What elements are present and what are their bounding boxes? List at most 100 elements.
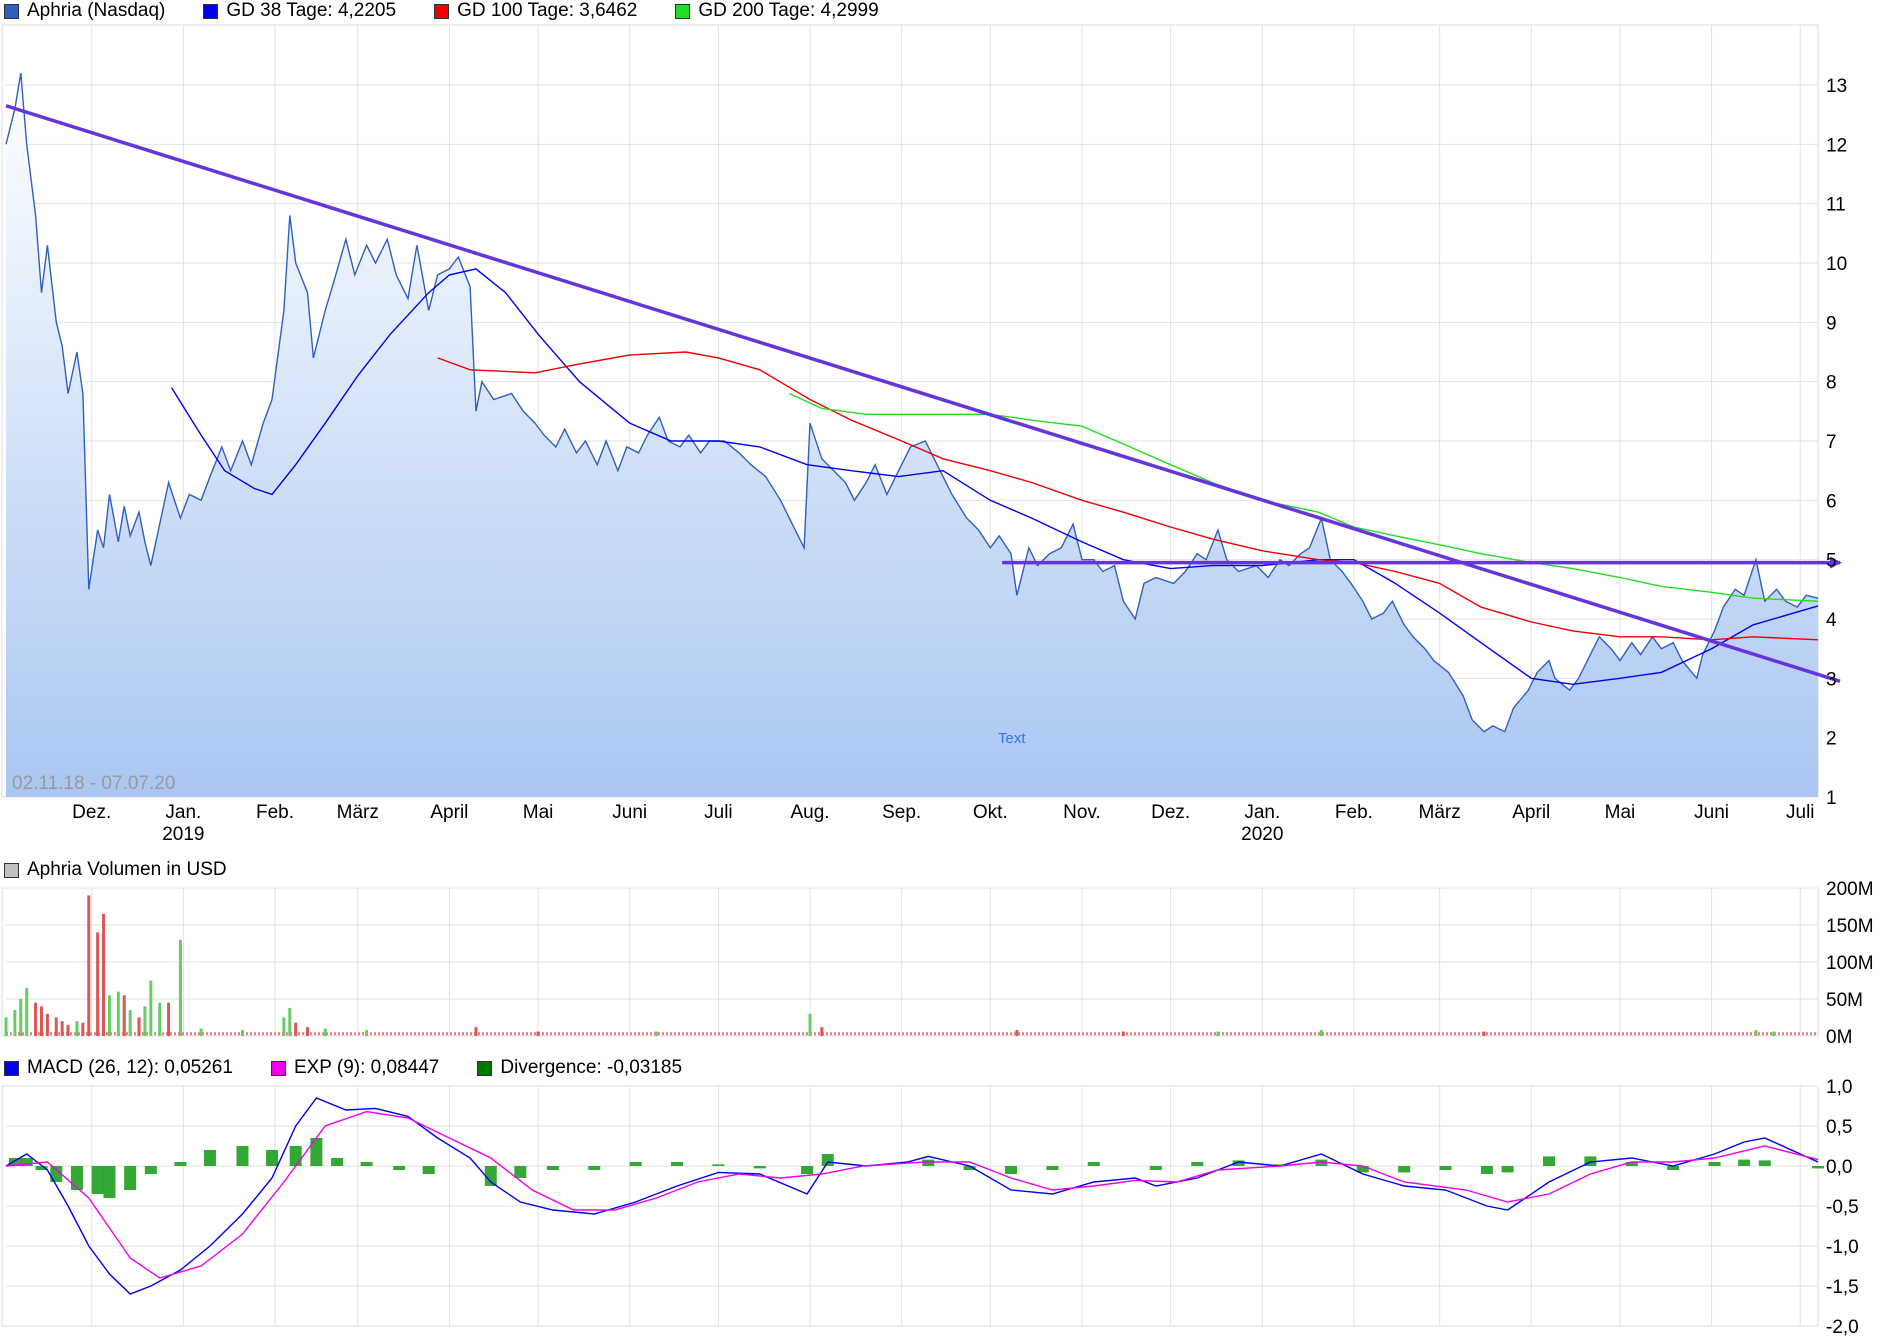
divergence-bar	[1439, 1166, 1452, 1170]
price-area	[6, 73, 1818, 798]
volume-bar	[81, 1022, 85, 1036]
divergence-bar	[588, 1166, 601, 1170]
macd-y-tick-label: -1,5	[1826, 1277, 1859, 1298]
volume-bar	[13, 1010, 17, 1036]
divergence-bar	[70, 1166, 83, 1190]
volume-bar	[323, 1028, 327, 1036]
divergence-bar	[1480, 1166, 1493, 1174]
volume-y-tick-label: 100M	[1826, 953, 1874, 974]
x-tick-label: Dez.	[1151, 802, 1190, 823]
price-y-tick-label: 6	[1826, 491, 1837, 512]
volume-bar	[536, 1031, 540, 1036]
volume-bar	[288, 1007, 292, 1036]
legend-swatch	[434, 3, 450, 19]
divergence-bar	[1046, 1166, 1059, 1170]
divergence-bar	[1232, 1160, 1245, 1166]
x-tick-label: Mai	[1605, 802, 1636, 823]
divergence-bar	[1543, 1156, 1556, 1166]
price-y-tick-label: 3	[1826, 669, 1837, 690]
price-y-tick-label: 10	[1826, 254, 1847, 275]
legend-swatch	[203, 3, 219, 19]
divergence-bar	[1758, 1160, 1771, 1166]
volume-bar	[820, 1027, 824, 1036]
volume-bar	[1015, 1030, 1019, 1036]
divergence-bar	[1398, 1166, 1411, 1173]
volume-y-tick-label: 50M	[1826, 990, 1863, 1011]
volume-y-tick-label: 150M	[1826, 916, 1874, 937]
x-tick-year-label: 2019	[162, 824, 204, 845]
volume-bar	[1754, 1030, 1758, 1036]
volume-bar	[294, 1022, 298, 1036]
exp-line	[5, 1110, 1819, 1279]
legend-item: EXP (9): 0,08447	[267, 1057, 439, 1079]
legend-label: Aphria Volumen in USD	[27, 859, 227, 880]
x-tick-label: Okt.	[973, 802, 1008, 823]
legend-label: GD 100 Tage: 3,6462	[457, 0, 638, 21]
divergence-bar	[753, 1166, 766, 1169]
x-tick-label: März	[1419, 802, 1461, 823]
volume-bar	[96, 932, 100, 1036]
divergence-bar	[1356, 1166, 1369, 1173]
volume-panel	[4, 895, 1818, 1036]
date-range-label: 02.11.18 - 07.07.20	[12, 773, 175, 794]
legend-item: GD 38 Tage: 4,2205	[199, 0, 396, 22]
divergence-bar	[8, 1158, 21, 1166]
x-tick-label: Sep.	[882, 802, 921, 823]
divergence-bar	[20, 1158, 33, 1166]
x-tick-label: Feb.	[1335, 802, 1373, 823]
volume-bar	[1121, 1031, 1125, 1036]
volume-bar	[25, 987, 29, 1036]
volume-bar	[75, 1021, 79, 1036]
divergence-bar	[144, 1166, 157, 1174]
volume-y-tick-label: 0M	[1826, 1027, 1852, 1048]
legend-item: GD 200 Tage: 4,2999	[671, 0, 879, 22]
volume-bar	[474, 1027, 478, 1036]
volume-bar	[60, 1021, 64, 1036]
volume-bar	[1319, 1030, 1323, 1036]
price-y-tick-label: 5	[1826, 551, 1837, 572]
x-tick-label: Juli	[704, 802, 733, 823]
gd200-line	[789, 392, 1819, 602]
price-y-tick-label: 7	[1826, 432, 1837, 453]
legend-item: MACD (26, 12): 0,05261	[0, 1057, 233, 1079]
x-tick-label: Juni	[612, 802, 647, 823]
volume-bar	[107, 995, 111, 1036]
volume-bar	[116, 991, 120, 1036]
divergence-bar	[821, 1154, 834, 1166]
x-tick-label: Jan.	[1244, 802, 1280, 823]
macd-y-tick-label: 0,5	[1826, 1117, 1852, 1138]
volume-y-tick-label: 200M	[1826, 879, 1874, 900]
legend-item: Aphria Volumen in USD	[0, 859, 227, 881]
price-y-tick-label: 9	[1826, 313, 1837, 334]
divergence-bar	[1625, 1162, 1638, 1166]
macd-y-tick-label: -0,5	[1826, 1197, 1859, 1218]
divergence-bar	[422, 1166, 435, 1174]
legend-label: MACD (26, 12): 0,05261	[27, 1057, 233, 1078]
x-tick-label: Nov.	[1063, 802, 1101, 823]
gd38-line	[170, 268, 1819, 686]
volume-bar	[306, 1027, 310, 1036]
divergence-bar	[712, 1164, 725, 1166]
x-tick-year-label: 2020	[1241, 824, 1283, 845]
divergence-bar	[801, 1166, 814, 1174]
volume-bar	[1772, 1031, 1776, 1036]
divergence-bar	[35, 1166, 48, 1170]
volume-bar	[66, 1024, 70, 1036]
x-tick-label: Juni	[1694, 802, 1729, 823]
x-tick-label: März	[337, 802, 379, 823]
macd-line	[5, 1097, 1819, 1295]
volume-bar	[158, 1002, 162, 1036]
x-tick-label: Feb.	[256, 802, 294, 823]
volume-bar	[34, 1002, 38, 1036]
legend-label: EXP (9): 0,08447	[293, 1057, 440, 1078]
legend-swatch	[4, 1060, 19, 1076]
divergence-bar	[174, 1162, 187, 1166]
divergence-bar	[236, 1146, 249, 1166]
volume-bar	[137, 1017, 141, 1036]
legend-swatch	[4, 862, 19, 878]
divergence-bar	[1584, 1156, 1597, 1166]
volume-legend: Aphria Volumen in USD	[0, 859, 261, 881]
x-tick-label: April	[430, 802, 468, 823]
